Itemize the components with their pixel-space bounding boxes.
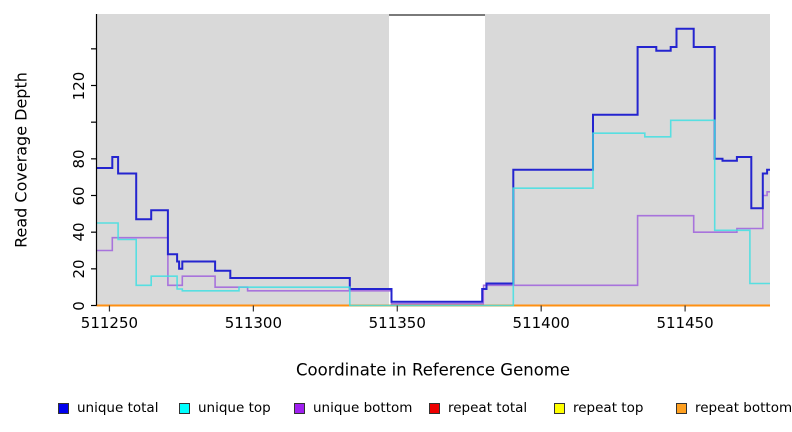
y-tick-label-20: 20 xyxy=(70,259,88,279)
legend-item-unique-bottom: unique bottom xyxy=(294,400,412,416)
legend-label: unique top xyxy=(198,400,271,416)
x-tick-label-511300: 511300 xyxy=(224,314,282,332)
legend-swatch-repeat-total xyxy=(429,402,440,414)
legend-swatch-unique-total xyxy=(58,402,69,414)
legend-label: unique total xyxy=(77,400,159,416)
legend-label: repeat top xyxy=(573,400,644,416)
legend-label: unique bottom xyxy=(313,400,413,416)
legend-swatch-unique-top xyxy=(179,402,190,414)
legend-item-repeat-top: repeat top xyxy=(554,400,643,416)
legend-label: repeat total xyxy=(448,400,528,416)
x-tick-label-511350: 511350 xyxy=(368,314,426,332)
y-tick-label-80: 80 xyxy=(70,149,88,169)
y-tick-label-0: 0 xyxy=(70,300,88,311)
legend-item-unique-top: unique top xyxy=(179,400,271,416)
y-tick-label-120: 120 xyxy=(70,71,88,100)
y-tick-label-40: 40 xyxy=(70,222,88,242)
x-tick-label-511250: 511250 xyxy=(80,314,139,332)
legend-swatch-repeat-bottom xyxy=(676,402,687,414)
legend-swatch-repeat-top xyxy=(554,402,565,414)
x-tick-label-511400: 511400 xyxy=(512,314,570,332)
masked-region-band xyxy=(388,14,486,306)
masked-region-top-border xyxy=(388,14,486,16)
y-tick-label-60: 60 xyxy=(70,185,88,206)
legend-swatch-unique-bottom xyxy=(294,402,305,414)
legend-item-repeat-total: repeat total xyxy=(429,400,527,416)
series-line-unique-top xyxy=(96,119,770,307)
x-axis-title: Coordinate in Reference Genome xyxy=(295,360,571,380)
series-line-unique-total xyxy=(96,27,770,303)
legend-item-repeat-bottom: repeat bottom xyxy=(676,400,792,416)
x-tick-label-511450: 511450 xyxy=(656,314,714,332)
legend-item-unique-total: unique total xyxy=(58,400,158,416)
series-line-unique-bottom xyxy=(96,191,770,305)
y-axis-title: Read Coverage Depth xyxy=(11,72,31,248)
legend-label: repeat bottom xyxy=(695,400,792,416)
